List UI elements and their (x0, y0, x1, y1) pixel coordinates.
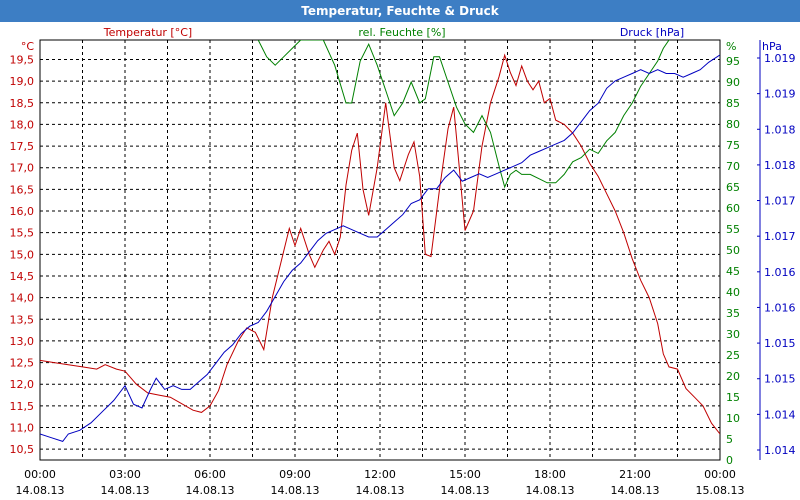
humidity-tick-label: 50 (726, 244, 740, 257)
temperature-unit-label: °C (21, 40, 35, 53)
temperature-tick-label: 16,0 (10, 205, 35, 218)
time-tick-labels: 00:00 14.08.13 03:00 14.08.13 06:00 14.08.13 0… (16, 468, 745, 497)
pressure-tick-label: 1.015 (764, 373, 796, 386)
legend-temperature: Temperatur [°C] (103, 26, 192, 39)
pressure-tick-label: 1.019 (764, 52, 796, 65)
humidity-tick-label: 55 (726, 223, 740, 236)
temperature-tick-label: 16,5 (10, 183, 35, 196)
pressure-tick-label: 1.015 (764, 337, 796, 350)
pressure-tick-label: 1.017 (764, 230, 796, 243)
date-tick-label: 14.08.13 (271, 484, 320, 497)
humidity-tick-label: 80 (726, 118, 740, 131)
humidity-tick-label: 85 (726, 97, 740, 110)
series-humidity-line (257, 40, 670, 189)
time-tick-label: 06:00 (194, 468, 226, 481)
temperature-tick-label: 13,0 (10, 335, 35, 348)
temperature-tick-label: 19,5 (10, 53, 35, 66)
pressure-unit-label: hPa (762, 40, 782, 53)
temperature-tick-label: 17,5 (10, 140, 35, 153)
time-tick-label: 09:00 (279, 468, 311, 481)
pressure-tick-label: 1.014 (764, 444, 796, 457)
temperature-tick-label: 18,5 (10, 97, 35, 110)
temperature-tick-label: 14,5 (10, 270, 35, 283)
humidity-tick-label: 0 (726, 454, 733, 467)
date-tick-label: 14.08.13 (441, 484, 490, 497)
humidity-tick-label: 20 (726, 370, 740, 383)
humidity-tick-label: 70 (726, 160, 740, 173)
temperature-tick-label: 15,0 (10, 248, 35, 261)
time-tick-label: 21:00 (619, 468, 651, 481)
humidity-tick-label: 65 (726, 181, 740, 194)
pressure-tick-labels: 1.014 1.014 1.015 1.015 1.016 1.016 1.017 1.017… (757, 40, 796, 460)
date-tick-label: 14.08.13 (526, 484, 575, 497)
temperature-tick-label: 14,0 (10, 292, 35, 305)
humidity-tick-label: 5 (726, 433, 733, 446)
pressure-tick-label: 1.019 (764, 88, 796, 101)
temperature-tick-label: 11,5 (10, 400, 35, 413)
time-tick-label: 12:00 (364, 468, 396, 481)
humidity-tick-label: 30 (726, 328, 740, 341)
humidity-tick-label: 95 (726, 55, 740, 68)
time-tick-label: 18:00 (534, 468, 566, 481)
time-tick-label: 00:00 (24, 468, 56, 481)
plot-area (39, 39, 721, 461)
date-tick-label: 14.08.13 (16, 484, 65, 497)
humidity-tick-label: 35 (726, 307, 740, 320)
humidity-tick-label: 15 (726, 391, 740, 404)
pressure-tick-label: 1.018 (764, 123, 796, 136)
humidity-tick-label: 10 (726, 412, 740, 425)
humidity-tick-label: 75 (726, 139, 740, 152)
temperature-tick-label: 11,0 (10, 422, 35, 435)
pressure-tick-label: 1.017 (764, 195, 796, 208)
temperature-tick-label: 13,5 (10, 313, 35, 326)
humidity-tick-label: 25 (726, 349, 740, 362)
time-tick-label: 00:00 (704, 468, 736, 481)
humidity-unit-label: % (726, 40, 736, 53)
date-tick-label: 14.08.13 (186, 484, 235, 497)
pressure-tick-label: 1.018 (764, 159, 796, 172)
temperature-tick-label: 10,5 (10, 443, 35, 456)
pressure-tick-label: 1.014 (764, 408, 796, 421)
gridlines (40, 40, 720, 460)
series-temperature-line (40, 53, 720, 435)
legend-pressure: Druck [hPa] (620, 26, 684, 39)
humidity-tick-label: 60 (726, 202, 740, 215)
chart-title: Temperatur, Feuchte & Druck (0, 0, 800, 22)
humidity-tick-label: 45 (726, 265, 740, 278)
date-tick-label: 14.08.13 (356, 484, 405, 497)
pressure-tick-label: 1.016 (764, 266, 796, 279)
time-tick-label: 15:00 (449, 468, 481, 481)
humidity-tick-labels: 0 5 10 15 20 25 30 35 40 45 50 55 60 65 70 75 80 85 90 95 (726, 55, 740, 467)
temperature-tick-label: 12,5 (10, 357, 35, 370)
temperature-tick-label: 15,5 (10, 227, 35, 240)
temperature-tick-label: 19,0 (10, 75, 35, 88)
pressure-tick-label: 1.016 (764, 301, 796, 314)
temperature-tick-label: 18,0 (10, 118, 35, 131)
date-tick-label: 14.08.13 (611, 484, 660, 497)
date-tick-label: 14.08.13 (101, 484, 150, 497)
series-pressure-line (40, 54, 720, 442)
temperature-tick-labels: 10,5 11,0 11,5 12,0 12,5 13,0 13,5 14,0 14,5 15,0… (10, 53, 35, 456)
temperature-tick-label: 17,0 (10, 162, 35, 175)
date-tick-label: 15.08.13 (696, 484, 745, 497)
series-lines (40, 40, 720, 442)
humidity-tick-label: 90 (726, 76, 740, 89)
time-tick-label: 03:00 (109, 468, 141, 481)
temperature-tick-label: 12,0 (10, 378, 35, 391)
humidity-tick-label: 40 (726, 286, 740, 299)
legend-humidity: rel. Feuchte [%] (358, 26, 445, 39)
